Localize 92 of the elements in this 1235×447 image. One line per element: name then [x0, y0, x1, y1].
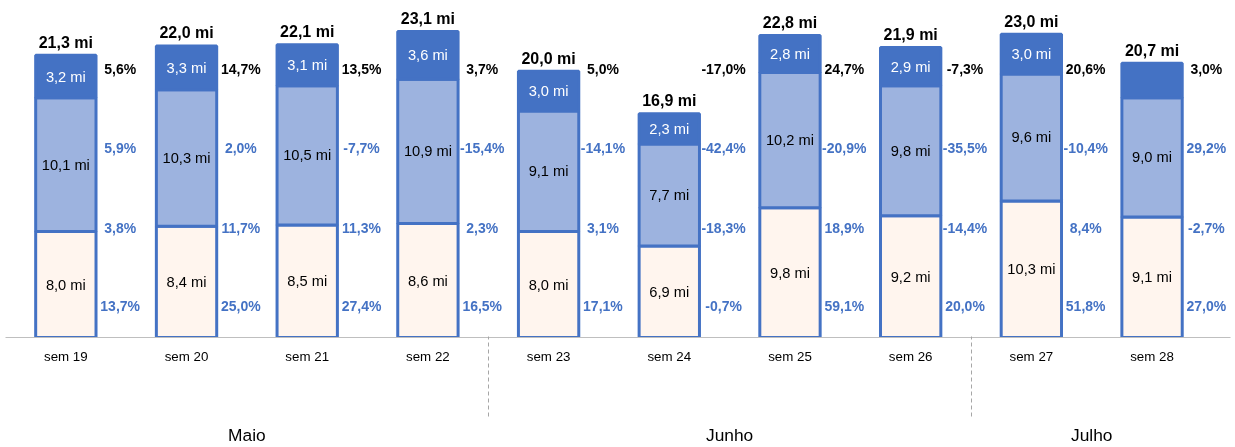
- data-label: 7,7 mi: [649, 187, 690, 204]
- data-label: 3,2 mi: [45, 68, 86, 85]
- x-tick-label: sem 21: [285, 348, 330, 364]
- annotation: -20,9%: [822, 140, 868, 157]
- annotation: 11,7%: [221, 219, 261, 236]
- data-label: 9,1 mi: [528, 163, 569, 180]
- annotation: 18,9%: [824, 219, 865, 236]
- data-label: 10,3 mi: [1007, 261, 1056, 278]
- annotation: -14,4%: [942, 219, 988, 236]
- x-tick-label: sem 22: [406, 348, 450, 364]
- annotation: 17,1%: [583, 297, 624, 314]
- x-tick-label: sem 23: [526, 348, 571, 364]
- annotation: 2,3%: [466, 219, 499, 236]
- data-label: 10,3 mi: [162, 150, 211, 167]
- annotation: 51,8%: [1065, 297, 1107, 314]
- annotation: 5,6%: [104, 60, 137, 77]
- annotation: -2,7%: [1188, 219, 1226, 236]
- annotation: 5,0%: [586, 60, 620, 77]
- annotation: -18,3%: [701, 219, 747, 236]
- total-label: 22,0 mi: [159, 24, 214, 42]
- data-label: 6,9 mi: [649, 283, 690, 300]
- data-label: 3,0 mi: [1011, 46, 1052, 63]
- data-label: 10,9 mi: [403, 143, 452, 160]
- x-tick-label: sem 26: [888, 348, 933, 364]
- annotation: 27,0%: [1186, 297, 1227, 314]
- data-label: 9,0 mi: [1132, 149, 1173, 166]
- annotation: 5,9%: [104, 140, 137, 157]
- data-label: 3,6 mi: [407, 47, 448, 64]
- annotation: 2,0%: [224, 140, 258, 157]
- annotation: 11,3%: [342, 219, 382, 236]
- annotation: -35,5%: [942, 140, 988, 157]
- text: Junho: [706, 424, 754, 445]
- data-label: 8,0 mi: [528, 276, 569, 293]
- x-tick-label: sem 19: [43, 348, 88, 364]
- total-label: 22,8 mi: [762, 13, 818, 31]
- data-label: 9,6 mi: [1011, 129, 1052, 146]
- data-label: 2,8 mi: [770, 46, 810, 63]
- total-label: 23,0 mi: [1004, 12, 1059, 30]
- data-label: 8,6 mi: [407, 272, 448, 289]
- x-tick-label: sem 25: [768, 348, 812, 364]
- annotation: 20,0%: [945, 297, 986, 314]
- annotation: 27,4%: [341, 297, 382, 314]
- data-label: 3,3 mi: [166, 59, 207, 76]
- data-label: 8,5 mi: [287, 273, 328, 290]
- x-tick-label: sem 24: [647, 348, 692, 364]
- data-label: 9,2 mi: [890, 268, 931, 285]
- data-label: 3,1 mi: [287, 57, 328, 74]
- data-label: 10,2 mi: [765, 132, 815, 149]
- annotation: 14,7%: [221, 60, 262, 77]
- data-label: 8,0 mi: [45, 276, 86, 293]
- data-label: 10,5 mi: [283, 147, 332, 164]
- annotation: 20,6%: [1065, 60, 1107, 77]
- total-label: 21,3 mi: [38, 33, 93, 51]
- annotation: 3,7%: [466, 60, 499, 77]
- annotation: -14,1%: [580, 140, 626, 157]
- annotation: 8,4%: [1069, 219, 1103, 236]
- annotation: 24,7%: [824, 60, 865, 77]
- total-label: 20,0 mi: [521, 49, 576, 67]
- annotation: -0,7%: [705, 297, 743, 314]
- x-tick-label: sem 27: [1009, 348, 1054, 364]
- data-label: 2,9 mi: [890, 58, 931, 75]
- annotation: 13,7%: [100, 297, 141, 314]
- annotation: 25,0%: [221, 297, 262, 314]
- data-label: 10,1 mi: [41, 156, 90, 173]
- data-label: 2,3 mi: [649, 120, 690, 137]
- annotation: -17,0%: [701, 60, 747, 77]
- annotation: 3,8%: [104, 219, 137, 236]
- data-label: 3,0 mi: [528, 83, 569, 100]
- total-label: 23,1 mi: [400, 9, 456, 27]
- data-label: 9,8 mi: [890, 142, 931, 159]
- annotation: -10,4%: [1063, 140, 1109, 157]
- text: Maio: [228, 424, 266, 445]
- annotation: 3,1%: [586, 219, 620, 236]
- annotation: -7,3%: [946, 60, 984, 77]
- data-label: 9,8 mi: [770, 264, 810, 281]
- data-label: 8,4 mi: [166, 273, 207, 290]
- annotation: -15,4%: [460, 140, 505, 157]
- total-label: 21,9 mi: [883, 25, 938, 43]
- annotation: -7,7%: [343, 140, 381, 157]
- total-label: 22,1 mi: [280, 23, 335, 41]
- annotation: 59,1%: [824, 297, 865, 314]
- text: Julho: [1070, 424, 1113, 445]
- annotation: 16,5%: [462, 297, 503, 314]
- annotation: 13,5%: [341, 60, 382, 77]
- total-label: 20,7 mi: [1124, 41, 1180, 59]
- data-label: 9,1 mi: [1132, 269, 1173, 286]
- annotation: -42,4%: [701, 140, 747, 157]
- x-tick-label: sem 20: [164, 348, 209, 364]
- annotation: 3,0%: [1190, 60, 1223, 77]
- x-tick-label: sem 28: [1130, 348, 1174, 364]
- annotation: 29,2%: [1186, 140, 1227, 157]
- total-label: 16,9 mi: [642, 92, 697, 109]
